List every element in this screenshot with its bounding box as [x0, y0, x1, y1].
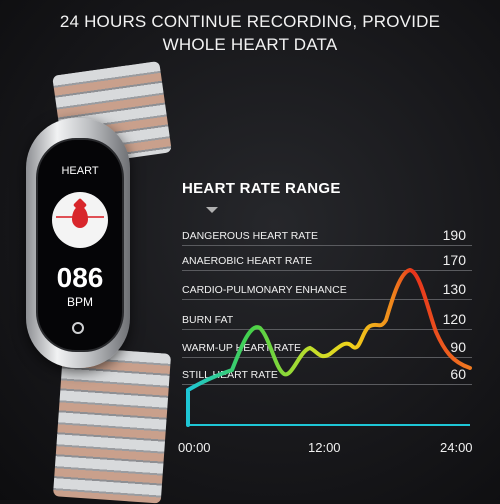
watch-band-bottom [52, 346, 172, 504]
watch-screen: HEART 086 BPM [36, 138, 124, 352]
range-row-burn-fat: BURN FAT 120 [182, 309, 472, 330]
range-label: BURN FAT [182, 314, 234, 326]
panel-title: HEART RATE RANGE [182, 180, 341, 197]
range-value: 60 [450, 366, 466, 382]
heart-rate-curve [186, 267, 472, 427]
range-label: ANAEROBIC HEART RATE [182, 255, 313, 267]
range-row-cardio: CARDIO-PULMONARY ENHANCE 130 [182, 279, 472, 300]
x-tick-mid: 12:00 [308, 440, 341, 455]
range-value: 120 [442, 311, 466, 327]
x-tick-end: 24:00 [440, 440, 473, 455]
curve-line [186, 267, 472, 427]
headline-line-1: 24 HOURS CONTINUE RECORDING, PROVIDE [59, 12, 441, 31]
range-row-anaerobic: ANAEROBIC HEART RATE 170 [182, 250, 472, 271]
range-value: 190 [442, 227, 466, 243]
headline-line-2: WHOLE HEART DATA [162, 35, 338, 54]
heart-drop-icon [52, 192, 108, 248]
watch-home-button[interactable] [72, 322, 84, 334]
headline: 24 HOURS CONTINUE RECORDING, PROVIDE WHO… [0, 10, 500, 56]
range-label: DANGEROUS HEART RATE [182, 230, 318, 242]
range-label: STILL HEART RATE [182, 369, 278, 381]
range-row-still: STILL HEART RATE 60 [182, 364, 472, 385]
bpm-unit: BPM [66, 295, 93, 309]
range-value: 170 [442, 252, 466, 268]
bpm-value: 086 [56, 262, 104, 293]
range-value: 130 [442, 281, 466, 297]
chevron-down-icon [206, 207, 218, 213]
blood-drop-icon [72, 206, 88, 228]
range-value: 90 [450, 339, 466, 355]
x-tick-start: 00:00 [178, 440, 211, 455]
range-row-dangerous: DANGEROUS HEART RATE 190 [182, 225, 472, 246]
range-label: CARDIO-PULMONARY ENHANCE [182, 284, 347, 296]
screen-title: HEART [61, 165, 99, 177]
